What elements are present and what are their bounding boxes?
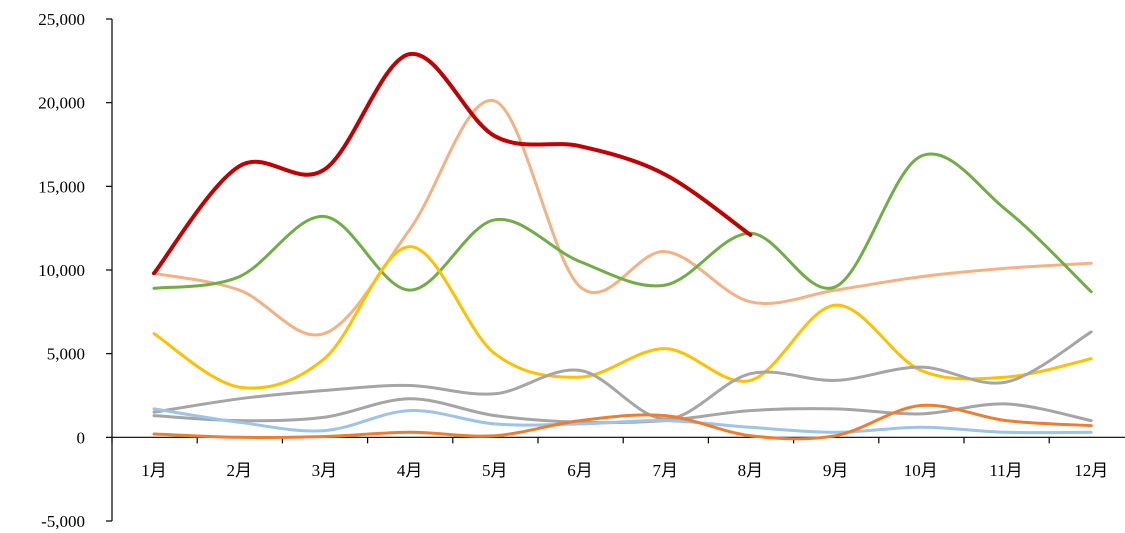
x-tick-label: 4月	[397, 461, 423, 480]
y-tick-label: 25,000	[38, 10, 85, 29]
series-line-1	[152, 99, 1093, 337]
x-tick-label: 5月	[482, 461, 508, 480]
y-tick-label: 10,000	[38, 261, 85, 280]
x-tick-label: 1月	[141, 461, 167, 480]
y-tick-label: 20,000	[38, 94, 85, 113]
y-tick-label: -5,000	[41, 512, 85, 531]
x-tick-label: 12月	[1074, 461, 1108, 480]
series-line-6	[152, 407, 1093, 435]
y-tick-label: 0	[77, 428, 86, 447]
series-line-5	[152, 397, 1093, 425]
x-tick-label: 7月	[652, 461, 678, 480]
y-tick-label: 15,000	[38, 177, 85, 196]
series-line-4	[152, 330, 1093, 421]
x-tick-label: 6月	[567, 461, 593, 480]
x-tick-label: 8月	[738, 461, 764, 480]
y-axis: -5,000 0 5,000 10,000 15,000 20,000 25,000	[38, 10, 113, 531]
series-line-8	[152, 52, 753, 276]
series-group	[152, 52, 1093, 441]
y-tick-label: 5,000	[47, 345, 85, 364]
x-tick-label: 2月	[226, 461, 252, 480]
x-tick-label: 3月	[312, 461, 338, 480]
x-tick-label: 10月	[904, 461, 938, 480]
series-line-2	[152, 152, 1093, 294]
x-axis: 1月 2月 3月 4月 5月 6月 7月 8月 9月 10月 11月 12月	[111, 436, 1125, 480]
x-tick-label: 9月	[823, 461, 849, 480]
series-line-3	[152, 245, 1093, 390]
x-tick-label: 11月	[989, 461, 1022, 480]
series-line-7	[152, 403, 1093, 441]
